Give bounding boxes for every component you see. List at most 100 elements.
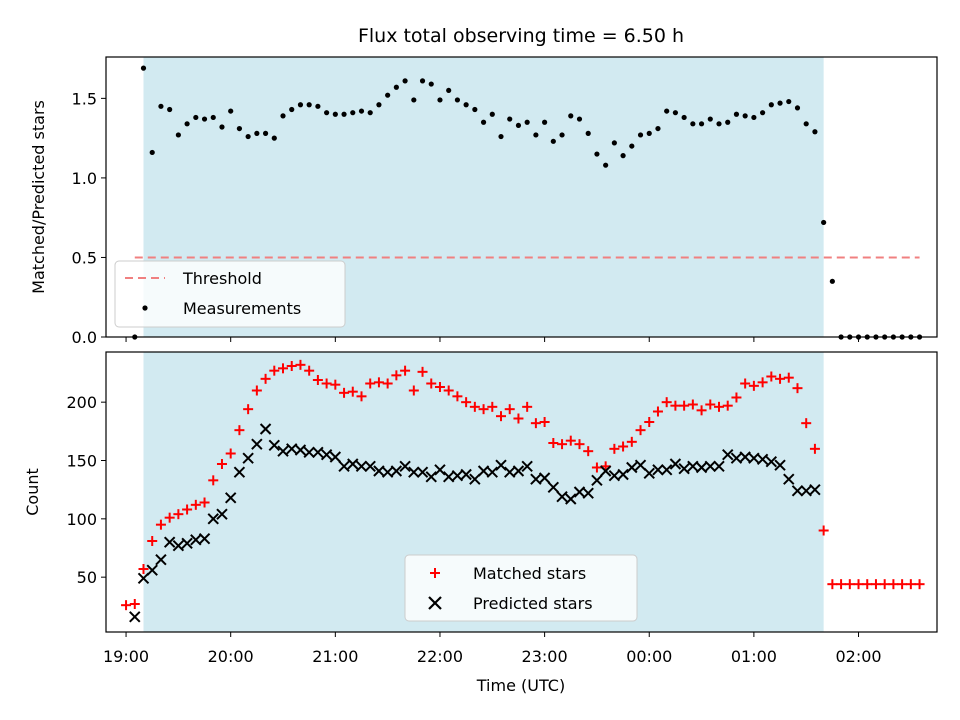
predicted-star-point	[512, 465, 525, 477]
measurement-point	[358, 108, 365, 114]
predicted-star-point	[390, 465, 403, 477]
matched-star-point	[373, 377, 384, 388]
matched-star-point	[522, 401, 533, 412]
predicted-star-point	[163, 536, 176, 548]
predicted-star-point	[146, 564, 158, 576]
matched-star-point	[182, 504, 193, 515]
predicted-star-point	[216, 508, 228, 520]
predicted-star-point	[312, 446, 324, 459]
measurement-point	[393, 84, 399, 90]
measurement-point	[367, 110, 373, 116]
matched-star-point	[644, 417, 655, 427]
measurement-point	[829, 278, 835, 284]
matched-star-point	[714, 401, 725, 412]
measurement-point	[350, 110, 356, 116]
matched-star-point	[487, 401, 498, 412]
matched-star-point	[705, 399, 716, 410]
matched-star-point	[347, 386, 358, 397]
measurement-point	[742, 113, 748, 119]
predicted-star-point	[626, 461, 638, 474]
predicted-star-mark-b	[730, 452, 743, 464]
matched-star-point	[722, 400, 733, 411]
matched-star-point	[382, 378, 393, 389]
matched-star-point	[312, 375, 323, 385]
measurement-point	[498, 133, 504, 140]
predicted-star-point	[774, 459, 786, 471]
matched-star-point	[199, 497, 210, 508]
predicted-star-mark-b	[347, 458, 359, 470]
predicted-star-mark-b	[312, 446, 324, 459]
top-panel: 0.0 0.5 1.0 1.5 Matched/Predicted stars Thres…	[29, 56, 938, 347]
measurement-point	[419, 78, 426, 84]
predicted-star-mark-b	[791, 485, 804, 497]
measurement-point	[236, 125, 243, 132]
measurement-point	[812, 129, 818, 135]
matched-star-point	[356, 391, 367, 402]
measurement-point	[463, 102, 469, 108]
matched-star-point	[469, 401, 480, 412]
measurement-point	[158, 103, 164, 109]
measurement-point	[585, 130, 591, 136]
measurement-point	[411, 97, 417, 103]
predicted-star-mark-b	[556, 490, 568, 503]
matched-star-point	[748, 380, 759, 391]
measurement-point	[262, 130, 269, 136]
x-tick-label: 00:00	[626, 647, 672, 666]
predicted-star-mark-b	[329, 451, 342, 463]
predicted-star-point	[259, 423, 272, 435]
measurement-point	[568, 113, 574, 119]
predicted-star-mark-b	[434, 464, 446, 476]
chart-title: Flux total observing time = 6.50 h	[358, 25, 684, 47]
measurement-point	[480, 119, 487, 125]
matched-star-point	[783, 372, 794, 383]
predicted-star-point	[713, 460, 725, 473]
predicted-star-mark-b	[216, 508, 228, 520]
predicted-star-mark-b	[547, 481, 560, 494]
measurement-point	[324, 110, 330, 116]
legend-predicted-swatch-b	[428, 596, 442, 610]
predicted-star-mark-b	[774, 459, 786, 471]
measurement-point	[193, 114, 199, 121]
matched-star-point	[618, 441, 629, 452]
y-tick-label: 150	[66, 452, 97, 471]
measurement-point	[228, 108, 234, 114]
predicted-star-mark-b	[408, 466, 420, 478]
predicted-star-point	[634, 459, 647, 471]
predicted-star-point	[251, 438, 263, 450]
y-tick-label: 1.0	[72, 169, 97, 188]
predicted-star-point	[704, 460, 716, 473]
matched-star-point	[679, 400, 690, 411]
measurement-point	[559, 132, 565, 138]
matched-star-point	[513, 413, 524, 424]
matched-star-point	[147, 536, 158, 546]
measurement-point	[472, 106, 478, 113]
matched-star-point	[496, 411, 507, 422]
measurement-point	[542, 119, 548, 125]
measurement-point	[385, 92, 391, 98]
matched-star-point	[164, 512, 175, 523]
measurement-point	[594, 151, 600, 157]
y-tick-label: 100	[66, 510, 97, 529]
legend-measurement-swatch	[142, 305, 148, 311]
matched-star-point	[661, 397, 672, 408]
x-axis-label: Time (UTC)	[476, 676, 565, 695]
predicted-star-point	[652, 464, 664, 476]
predicted-star-point	[521, 460, 533, 473]
predicted-star-mark-b	[608, 469, 621, 482]
measurement-point	[219, 124, 225, 130]
matched-star-point	[138, 564, 149, 574]
predicted-star-mark-b	[809, 483, 821, 496]
matched-star-point	[391, 370, 402, 381]
measurement-point	[637, 132, 644, 138]
measurement-point	[576, 116, 583, 122]
measurement-point	[306, 102, 312, 108]
predicted-star-mark-b	[582, 487, 594, 499]
measurement-point	[681, 114, 687, 121]
measurement-point	[201, 116, 208, 122]
predicted-star-mark-b	[660, 464, 673, 476]
predicted-star-mark-b	[495, 459, 507, 471]
matched-star-point	[818, 525, 829, 536]
matched-star-point	[461, 397, 472, 408]
predicted-star-mark-b	[129, 611, 141, 623]
predicted-star-mark-b	[652, 464, 664, 476]
